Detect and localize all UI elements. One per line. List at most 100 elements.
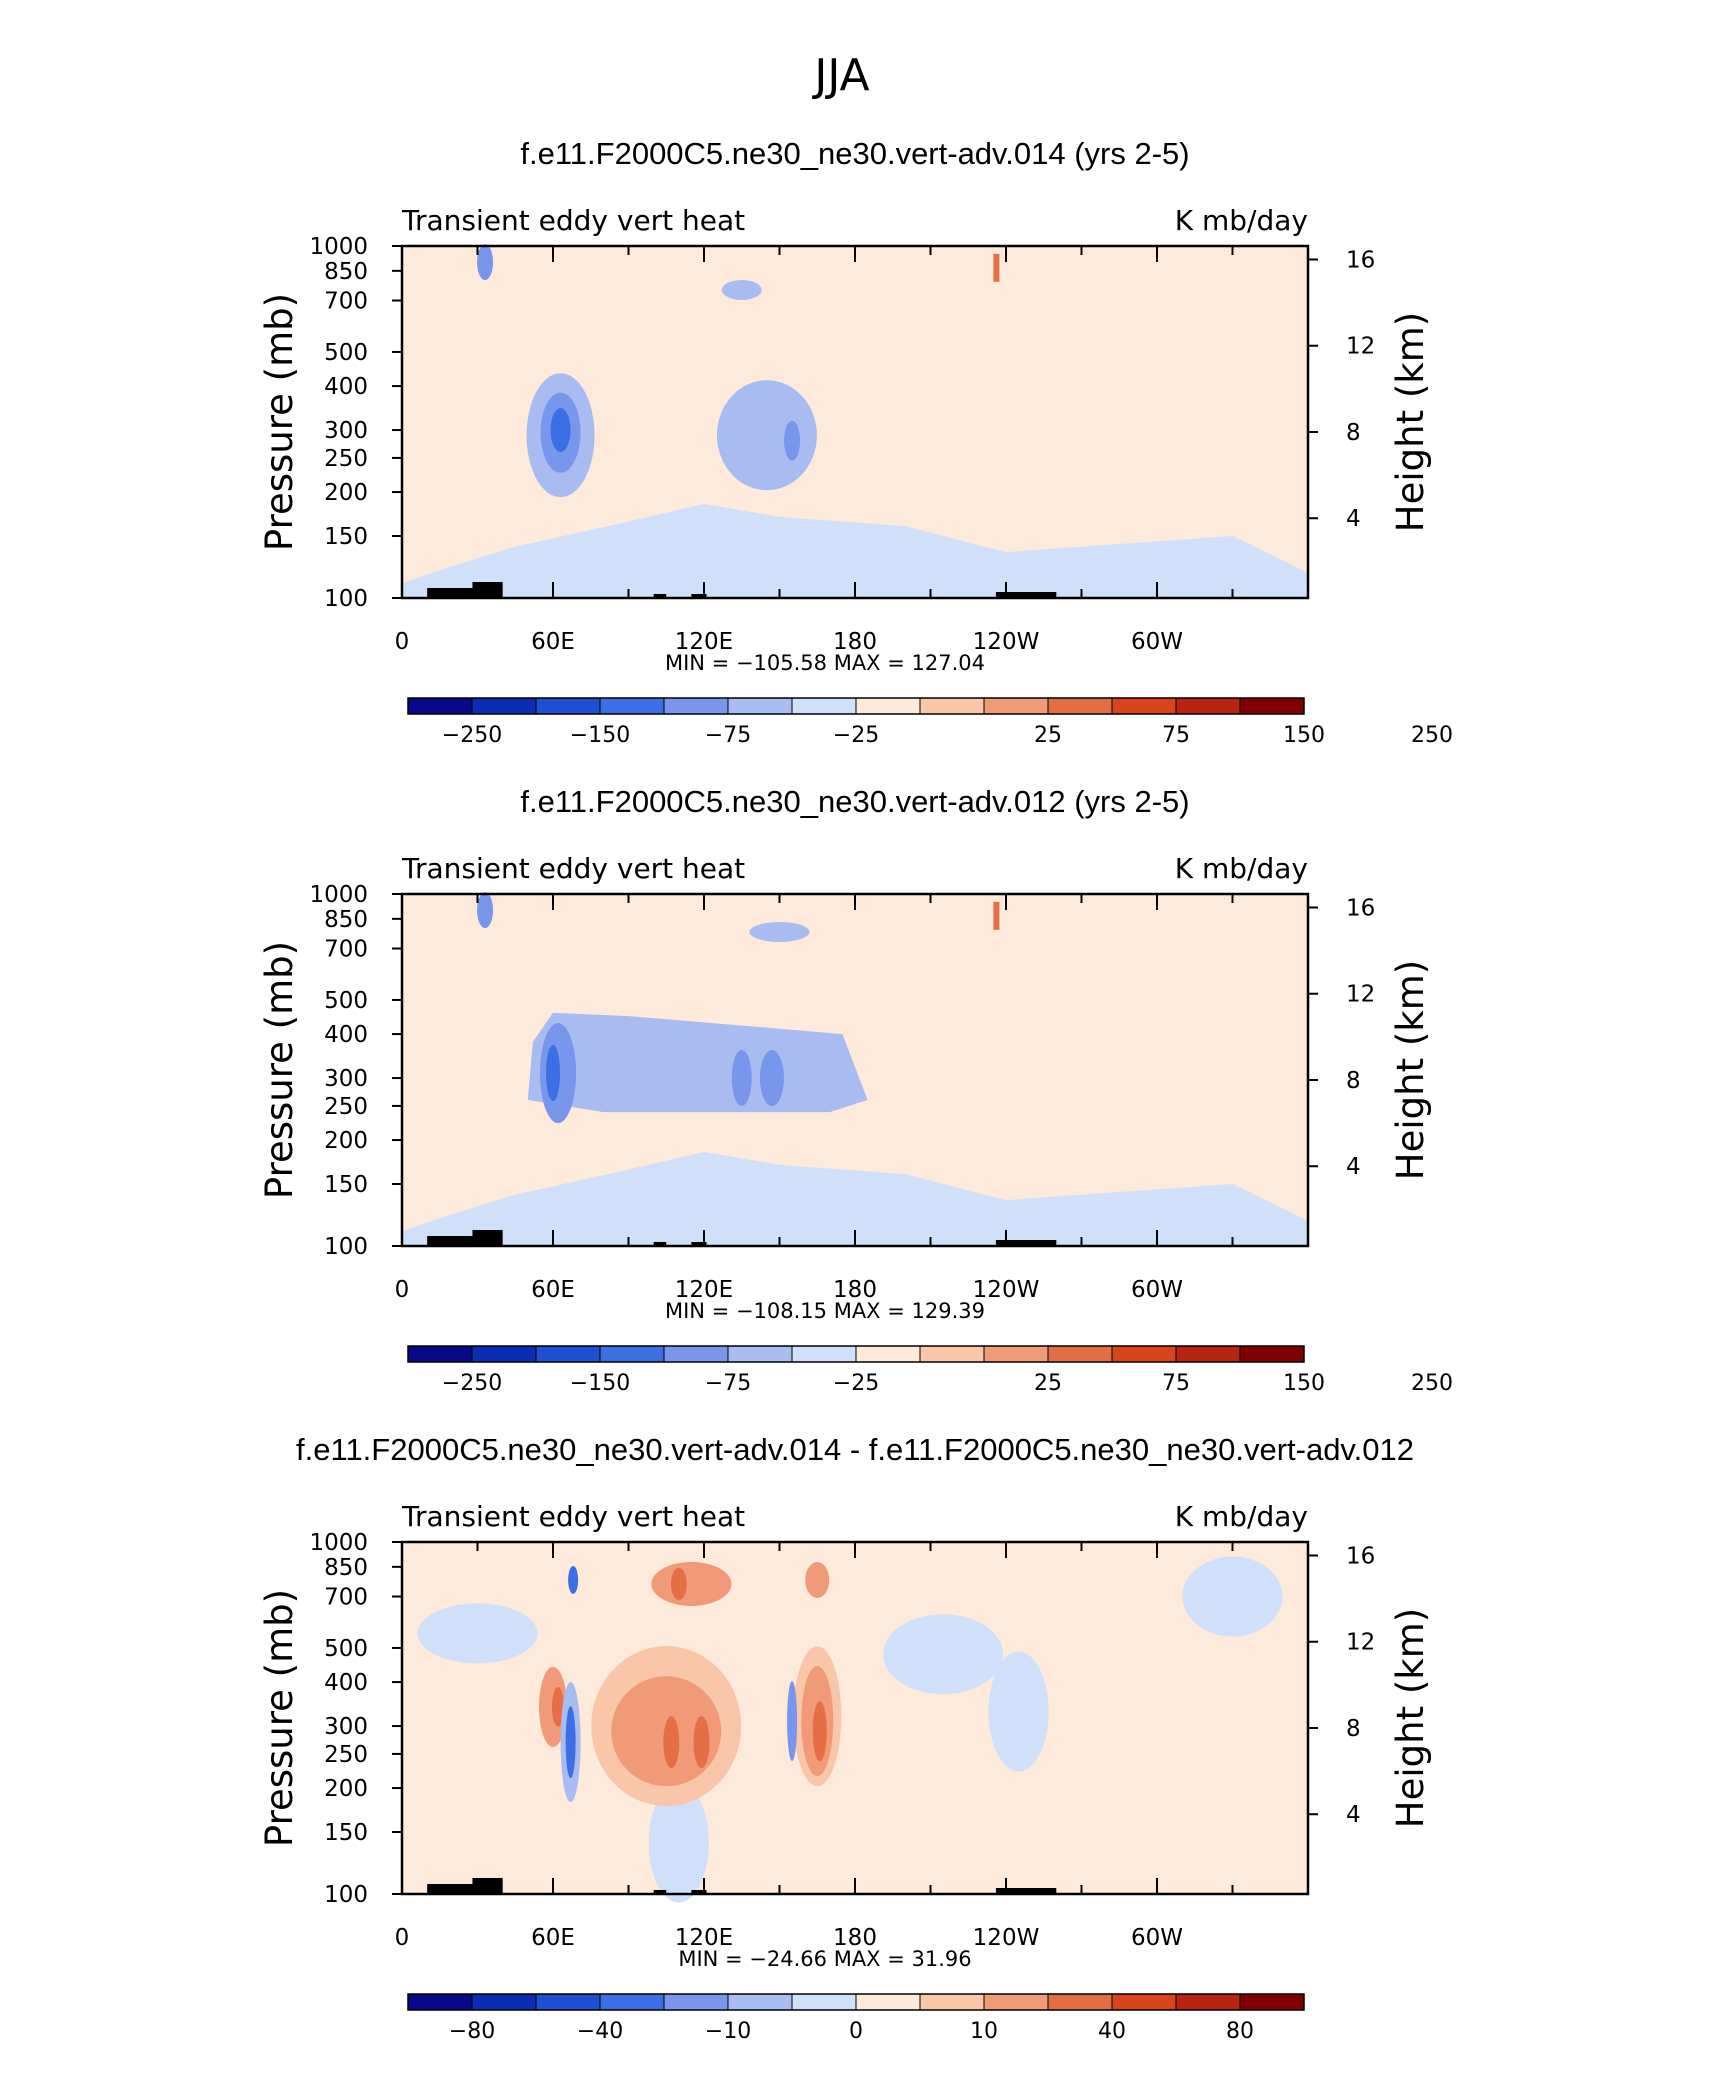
y-tick-label: 500 [324,340,368,366]
contour-region [565,1706,576,1779]
panel-title: f.e11.F2000C5.ne30_ne30.vert-adv.014 (yr… [520,136,1189,171]
contour-region [1182,1556,1283,1637]
colorbar-label: 250 [1411,1371,1453,1396]
contour-region [670,1567,687,1600]
x-tick-label: 60E [531,629,575,655]
contour-region [568,1565,579,1594]
colorbar-label: 75 [1162,723,1190,748]
figure-title: JJA [811,50,869,101]
x-tick-label: 120W [973,1925,1040,1951]
contour-region [721,279,762,300]
x-tick-label: 60W [1131,1925,1183,1951]
topography [995,592,1057,598]
contour-region [648,1782,709,1903]
colorbar-swatch [1239,1345,1305,1363]
colorbar-label: −75 [705,1371,751,1396]
y2-axis-title: Height (km) [1389,1608,1432,1828]
units-label: K mb/day [1175,204,1308,237]
topography [995,1888,1057,1894]
y-tick-label: 850 [324,259,368,285]
colorbar-frame [407,1993,1305,2011]
contour-region [568,903,669,932]
colorbar-label: 150 [1283,723,1325,748]
colorbar-label: −250 [442,1371,502,1396]
panel-title: f.e11.F2000C5.ne30_ne30.vert-adv.014 - f… [296,1432,1414,1467]
colorbar-label: −150 [570,723,630,748]
colorbar-swatch [919,697,985,715]
topography [653,1890,667,1894]
colorbar-swatch [407,1993,473,2011]
min-max-label: MIN = −24.66 MAX = 31.96 [678,1947,971,1971]
contour-region [716,380,817,491]
y-tick-label: 150 [324,524,368,550]
panel-title: f.e11.F2000C5.ne30_ne30.vert-adv.012 (yr… [520,784,1189,819]
y-tick-label: 850 [324,907,368,933]
left-string: Transient eddy vert heat [401,204,745,237]
contour-region [749,921,810,942]
colorbar-label: −40 [577,2019,623,2044]
contour-region [1104,902,1185,947]
contour-region [693,1716,710,1769]
colorbar-label: 80 [1226,2019,1254,2044]
colorbar-swatch [1111,697,1177,715]
contour-region [988,1651,1049,1772]
y2-tick-label: 12 [1346,334,1375,360]
field-background [402,1542,1308,1894]
left-string: Transient eddy vert heat [401,1500,745,1533]
contour-field [402,892,1311,1246]
x-tick-label: 120W [973,629,1040,655]
colorbar-swatch [407,1345,473,1363]
y-tick-label: 250 [324,1742,368,1768]
y-tick-label: 100 [324,1882,368,1908]
y-tick-label: 1000 [309,882,368,908]
contour-region [477,244,494,281]
colorbar-swatch [727,1345,793,1363]
contour-region [1230,291,1311,412]
colorbar-swatch [1175,1993,1241,2011]
colorbar-swatch [599,697,665,715]
contour-region [993,253,1000,282]
y-tick-label: 400 [324,374,368,400]
contour-region [663,1716,680,1769]
y-tick-label: 500 [324,1636,368,1662]
colorbar-swatch [1239,697,1305,715]
y-tick-label: 150 [324,1820,368,1846]
contour-region [787,1681,798,1762]
x-tick-label: 0 [395,629,410,655]
colorbar-swatch [1047,1993,1113,2011]
contour-region [993,901,1000,930]
colorbar-swatch [855,1345,921,1363]
x-tick-label: 180 [833,1277,877,1303]
colorbar-frame [407,697,1305,715]
y2-tick-label: 16 [1346,896,1375,922]
x-tick-label: 180 [833,629,877,655]
x-tick-label: 180 [833,1925,877,1951]
y-tick-label: 100 [324,1234,368,1260]
colorbar-label: −10 [705,2019,751,2044]
contour-region [568,255,669,284]
colorbar-swatch [535,697,601,715]
colorbar-swatch [1047,1345,1113,1363]
colorbar-label: 40 [1098,2019,1126,2044]
y-tick-label: 200 [324,480,368,506]
colorbar-swatch [727,697,793,715]
colorbar-label: 25 [1034,1371,1062,1396]
x-tick-label: 60E [531,1925,575,1951]
x-tick-label: 0 [395,1277,410,1303]
contour-region [784,420,801,461]
x-tick-label: 60E [531,1277,575,1303]
topography [472,1878,503,1894]
colorbar-swatch [855,1993,921,2011]
contour-field [402,244,1311,598]
colorbar-swatch [535,1993,601,2011]
colorbar-label: −250 [442,723,502,748]
colorbar-label: 0 [849,2019,863,2044]
contour-region [402,246,503,431]
contour-region [855,918,1019,983]
colorbar-label: 75 [1162,1371,1190,1396]
x-tick-label: 60W [1131,629,1183,655]
y2-tick-label: 16 [1346,248,1375,274]
x-tick-label: 0 [395,1925,410,1951]
contour-region [417,1603,538,1664]
colorbar-swatch [663,1993,729,2011]
